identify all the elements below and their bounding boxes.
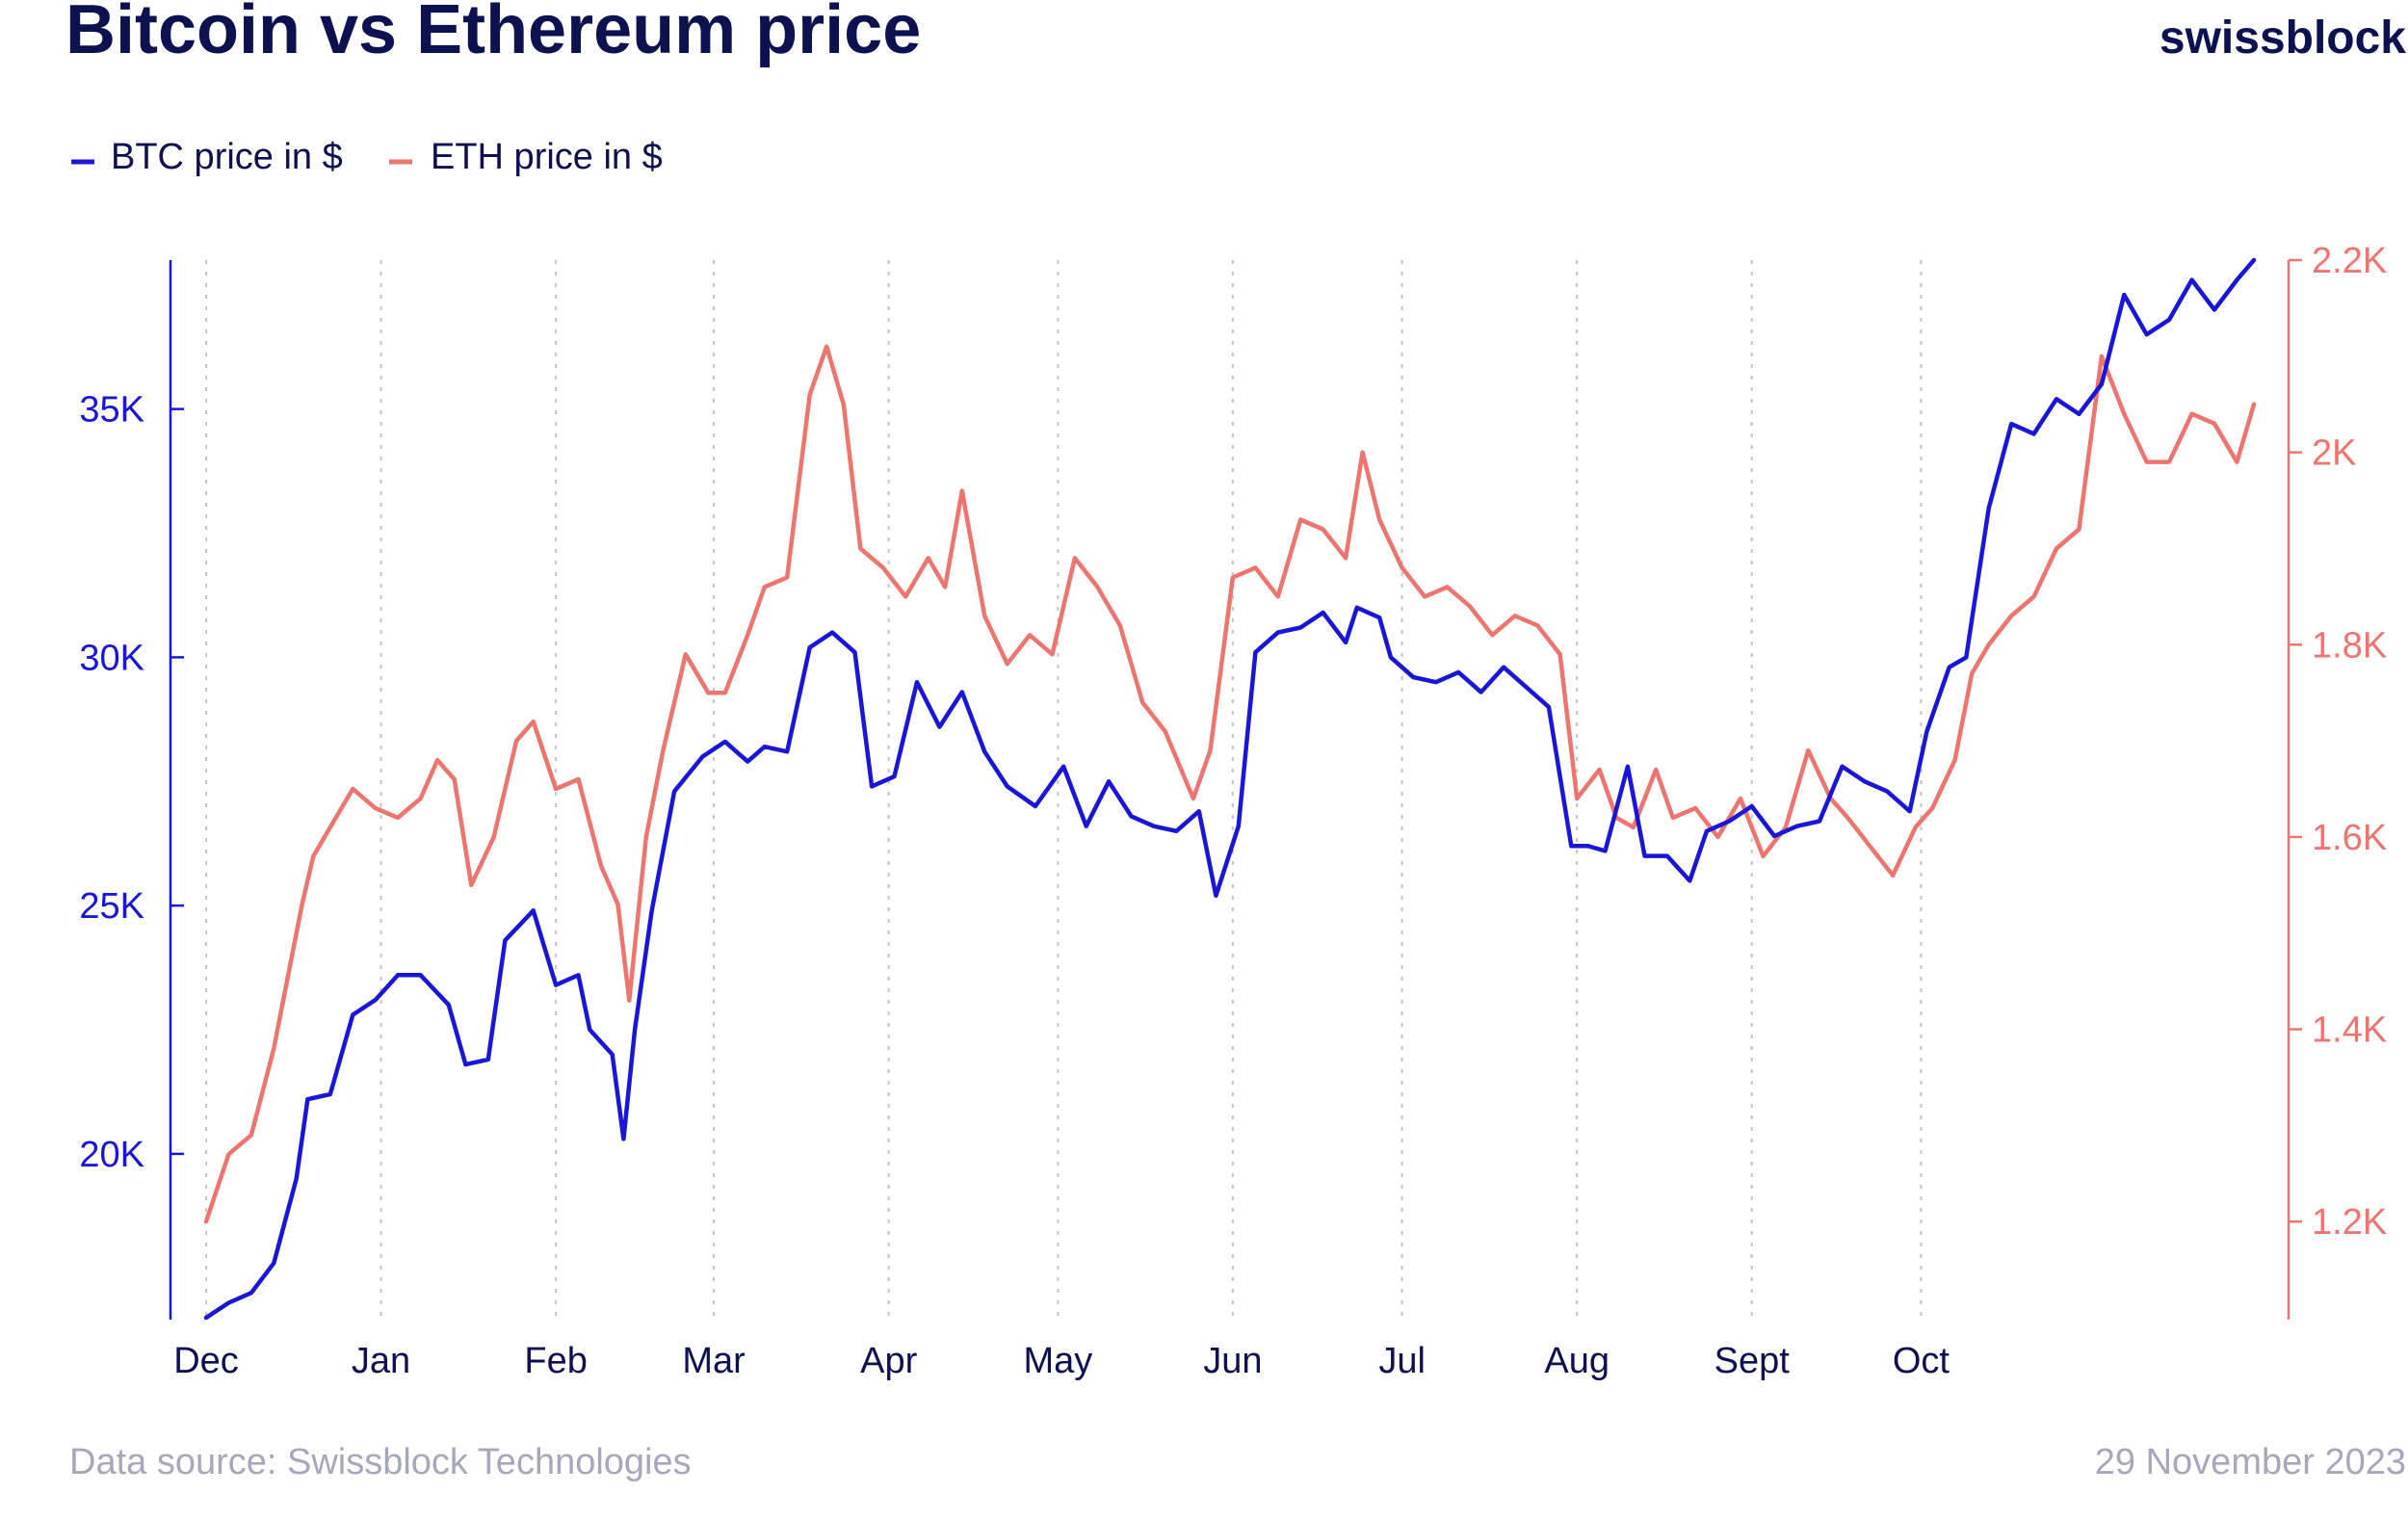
left-y-axis: 20K 25K 30K 35K	[79, 260, 184, 1320]
right-tick-label: 1.8K	[2312, 625, 2387, 666]
legend-btc-label: BTC price in $	[111, 137, 343, 177]
eth-price-line	[203, 344, 2257, 1224]
x-tick-label: Feb	[524, 1341, 587, 1381]
legend-eth-label: ETH price in $	[431, 137, 663, 177]
month-gridlines	[205, 260, 1923, 1318]
x-tick-label: May	[1023, 1341, 1092, 1381]
right-tick-label: 1.6K	[2312, 818, 2387, 858]
x-tick-label: Sept	[1714, 1341, 1791, 1381]
series-lines	[203, 257, 2257, 1321]
x-tick-label: Jan	[352, 1341, 410, 1381]
chart-title: Bitcoin vs Ethereum price	[65, 0, 921, 68]
x-axis: Dec Jan Feb Mar Apr May Jun Jul Aug Sept Oct	[173, 1341, 1950, 1381]
data-source: Data source: Swissblock Technologies	[69, 1442, 692, 1482]
left-tick-label: 25K	[79, 886, 144, 927]
x-tick-label: Dec	[173, 1341, 239, 1381]
x-tick-label: Oct	[1893, 1341, 1950, 1381]
x-tick-label: Mar	[682, 1341, 746, 1381]
left-tick-label: 35K	[79, 390, 144, 431]
x-tick-label: Jun	[1203, 1341, 1262, 1381]
right-tick-label: 1.4K	[2312, 1010, 2387, 1051]
btc-price-line	[203, 257, 2257, 1321]
x-tick-label: Jul	[1378, 1341, 1426, 1381]
publish-date: 29 November 2023	[2095, 1442, 2406, 1482]
left-tick-label: 30K	[79, 638, 144, 678]
brand-logo: swissblock	[2159, 13, 2406, 64]
x-tick-label: Aug	[1544, 1341, 1610, 1381]
legend: BTC price in $ ETH price in $	[71, 137, 663, 177]
right-tick-label: 1.2K	[2312, 1202, 2387, 1243]
right-y-axis: 1.2K 1.4K 1.6K 1.8K 2K 2.2K	[2287, 241, 2387, 1320]
right-tick-label: 2K	[2312, 433, 2356, 474]
right-tick-label: 2.2K	[2312, 241, 2387, 281]
left-tick-label: 20K	[79, 1135, 144, 1175]
x-tick-label: Apr	[860, 1341, 917, 1381]
